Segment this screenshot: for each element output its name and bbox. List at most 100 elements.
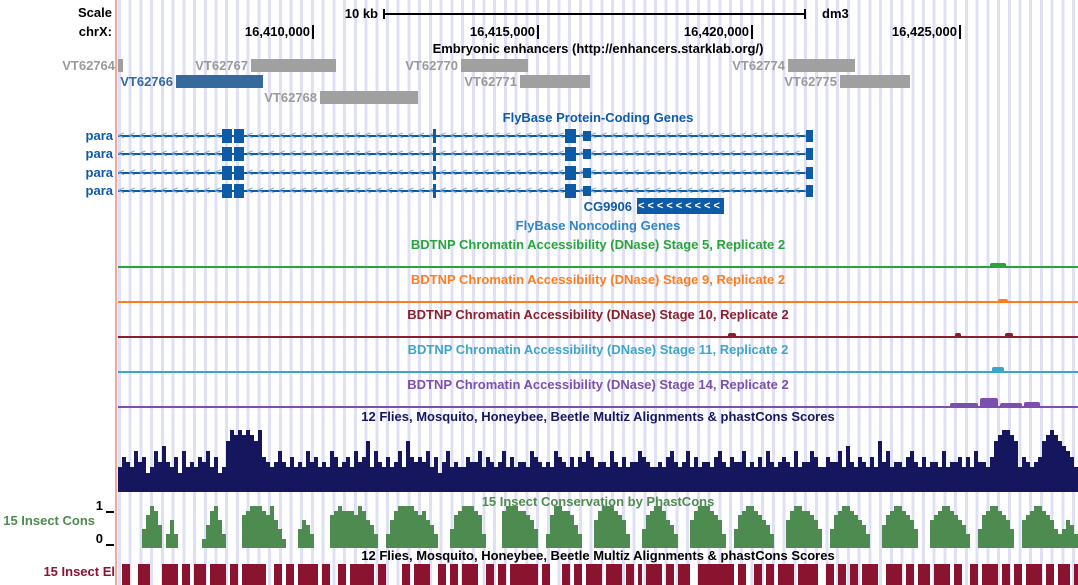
gene-label-cg9906[interactable]: CG9906 (583, 199, 632, 214)
histogram-bar (898, 506, 902, 548)
histogram-bar (270, 506, 274, 548)
histogram-bar (986, 467, 990, 492)
histogram-bar (402, 506, 406, 548)
histogram-bar (842, 467, 846, 492)
histogram-bar (646, 515, 650, 548)
gene-label-para[interactable]: para (85, 128, 113, 143)
enhancer-item-box[interactable] (788, 59, 855, 72)
gene-exon (222, 166, 232, 180)
enhancer-item-box[interactable] (461, 59, 528, 72)
histogram-bar (502, 511, 506, 548)
histogram-bar (466, 506, 470, 548)
histogram-bar (906, 515, 910, 548)
histogram-bar (962, 525, 966, 548)
enhancer-item-label[interactable]: VT62770 (405, 58, 458, 73)
phastcons-left-label[interactable]: 15 Insect Cons (3, 513, 95, 528)
track-title-bdtnp[interactable]: BDTNP Chromatin Accessibility (DNase) St… (410, 272, 786, 287)
histogram-bar (174, 534, 178, 548)
gene-cg9906-box[interactable]: <<<<<<<<< (637, 198, 724, 214)
enhancer-item-box[interactable] (520, 75, 590, 88)
histogram-bar (442, 462, 446, 492)
enhancer-item-box[interactable] (251, 59, 336, 72)
enhancer-item-label[interactable]: VT62764 (62, 58, 115, 73)
histogram-bar (330, 451, 334, 492)
conserved-element-block (462, 564, 478, 585)
histogram-bar (750, 506, 754, 548)
histogram-bar (642, 529, 646, 548)
histogram-bar (818, 529, 822, 548)
position-marker-line (115, 0, 117, 585)
coordinate-tick (751, 25, 753, 39)
conserved-element-block (242, 564, 266, 585)
conserved-element-block (1026, 564, 1042, 585)
multiz-conservation-histogram[interactable] (118, 426, 1078, 492)
enhancer-item-box[interactable] (840, 75, 910, 88)
gene-label-para[interactable]: para (85, 183, 113, 198)
gene-strand-arrows: <<<<<<<<<<<<<<<<<<<<<<<<<<<<<<<<<<<<<<<<… (118, 167, 812, 179)
track-title-multiz[interactable]: 12 Flies, Mosquito, Honeybee, Beetle Mul… (361, 409, 835, 424)
phastcons-histogram[interactable] (118, 506, 1078, 548)
enhancer-item-label[interactable]: VT62768 (264, 90, 317, 105)
histogram-bar (350, 467, 354, 492)
gene-exon (806, 148, 813, 160)
histogram-bar (350, 511, 354, 548)
enhancer-item-label[interactable]: VT62767 (195, 58, 248, 73)
track-title-bdtnp[interactable]: BDTNP Chromatin Accessibility (DNase) St… (410, 237, 786, 252)
track-title-noncoding-genes[interactable]: FlyBase Noncoding Genes (515, 218, 681, 233)
histogram-bar (206, 525, 210, 548)
histogram-bar (814, 520, 818, 548)
track-title-enhancers[interactable]: Embryonic enhancers (http://enhancers.st… (432, 41, 764, 56)
conserved-element-block (162, 564, 178, 585)
histogram-bar (214, 506, 218, 548)
enhancer-item-label[interactable]: VT62775 (784, 74, 837, 89)
histogram-bar (638, 451, 642, 492)
histogram-bar (1022, 457, 1026, 492)
enhancer-item-label[interactable]: VT62766 (120, 74, 173, 89)
phastcons-axis-max: 1 (95, 498, 103, 513)
gene-label-para[interactable]: para (85, 165, 113, 180)
enhancer-item-box[interactable] (176, 75, 263, 88)
enhancer-item-box[interactable] (320, 91, 418, 104)
histogram-bar (162, 446, 166, 492)
gene-exon (583, 149, 591, 159)
enhancer-item-label[interactable]: VT62774 (732, 58, 785, 73)
track-title-bdtnp[interactable]: BDTNP Chromatin Accessibility (DNase) St… (407, 342, 789, 357)
conserved-element-block (194, 564, 206, 585)
gene-exon (806, 185, 813, 197)
histogram-bar (122, 457, 126, 492)
gene-strand-arrows: <<<<<<<<<<<<<<<<<<<<<<<<<<<<<<<<<<<<<<<<… (118, 148, 812, 160)
histogram-bar (298, 529, 302, 548)
histogram-bar (342, 462, 346, 492)
histogram-bar (358, 506, 362, 548)
histogram-bar (802, 462, 806, 492)
track-title-bdtnp[interactable]: BDTNP Chromatin Accessibility (DNase) St… (407, 307, 789, 322)
histogram-bar (886, 515, 890, 548)
track-title-multiz-2[interactable]: 12 Flies, Mosquito, Honeybee, Beetle Mul… (361, 548, 835, 563)
histogram-bar (618, 467, 622, 492)
track-title-phastcons[interactable]: 15 Insect Conservation by PhastCons (481, 494, 715, 509)
histogram-bar (222, 467, 226, 492)
gene-exon (234, 147, 244, 161)
track-title-coding-genes[interactable]: FlyBase Protein-Coding Genes (502, 110, 694, 125)
histogram-bar (1002, 430, 1006, 492)
histogram-bar (954, 515, 958, 548)
histogram-bar (1038, 457, 1042, 492)
histogram-bar (726, 467, 730, 492)
cg9906-strand-arrows: <<<<<<<<< (638, 200, 723, 212)
enhancer-item-box[interactable] (118, 59, 123, 72)
histogram-bar (798, 467, 802, 492)
histogram-bar (370, 525, 374, 548)
enhancer-item-label[interactable]: VT62771 (464, 74, 517, 89)
histogram-bar (238, 430, 242, 492)
histogram-bar (634, 462, 638, 492)
elements-left-label[interactable]: 15 Insect El (43, 564, 115, 579)
histogram-bar (1014, 441, 1018, 492)
histogram-bar (302, 467, 306, 492)
histogram-bar (838, 451, 842, 492)
conserved-element-block (698, 564, 734, 585)
histogram-bar (282, 462, 286, 492)
track-title-bdtnp[interactable]: BDTNP Chromatin Accessibility (DNase) St… (407, 377, 789, 392)
gene-label-para[interactable]: para (85, 146, 113, 161)
conserved-element-block (542, 564, 550, 585)
conserved-element-block (350, 564, 374, 585)
